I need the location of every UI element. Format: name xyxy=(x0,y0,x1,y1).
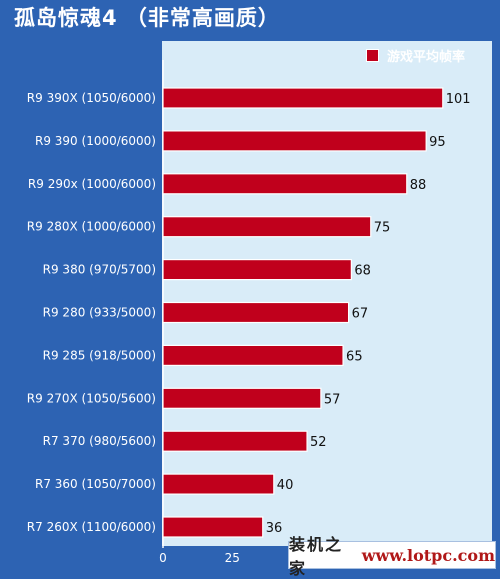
bar xyxy=(162,130,427,152)
bar-value-label: 95 xyxy=(429,135,446,150)
plot-area xyxy=(162,41,492,546)
bar xyxy=(162,87,444,109)
category-label: R9 280X (1000/6000) xyxy=(27,220,156,234)
bar-value-label: 40 xyxy=(277,478,294,493)
legend-swatch xyxy=(366,49,379,62)
legend-label: 游戏平均帧率 xyxy=(387,50,466,65)
bar-value-label: 36 xyxy=(266,521,283,536)
bar xyxy=(162,430,308,452)
category-label: R9 280 (933/5000) xyxy=(43,306,156,320)
watermark-url: www.lotpc.com xyxy=(361,545,495,565)
category-label: R9 390 (1000/6000) xyxy=(35,134,156,148)
bar-value-label: 52 xyxy=(310,435,327,450)
bar-value-label: 101 xyxy=(446,92,471,107)
category-label: R9 390X (1050/6000) xyxy=(27,91,156,105)
bar-value-label: 67 xyxy=(352,307,369,322)
bar xyxy=(162,473,275,495)
category-label: R7 360 (1050/7000) xyxy=(35,477,156,491)
bar xyxy=(162,301,350,324)
bar xyxy=(162,216,372,238)
category-label: R9 380 (970/5700) xyxy=(43,263,156,277)
bar xyxy=(162,516,264,538)
category-label: R7 260X (1100/6000) xyxy=(27,520,156,534)
category-label: R9 285 (918/5000) xyxy=(43,348,156,362)
bar-value-label: 65 xyxy=(346,349,363,364)
category-label: R9 290x (1000/6000) xyxy=(28,177,156,191)
watermark: 装机之家 www.lotpc.com xyxy=(288,535,496,578)
bar-value-label: 75 xyxy=(374,221,391,236)
bar xyxy=(162,259,352,281)
x-tick-label: 25 xyxy=(225,551,240,565)
category-label: R7 370 (980/5600) xyxy=(43,434,156,448)
x-tick-label: 0 xyxy=(159,551,167,565)
chart-title: 孤岛惊魂4 （非常高画质） xyxy=(14,6,280,30)
bar xyxy=(162,344,344,366)
bar xyxy=(162,173,408,195)
bar-value-label: 57 xyxy=(324,392,341,407)
bar-value-label: 68 xyxy=(354,264,371,279)
bar xyxy=(162,387,322,409)
legend: 游戏平均帧率 xyxy=(366,46,465,65)
category-label: R9 270X (1050/5600) xyxy=(27,391,156,405)
bar-value-label: 88 xyxy=(410,178,427,193)
